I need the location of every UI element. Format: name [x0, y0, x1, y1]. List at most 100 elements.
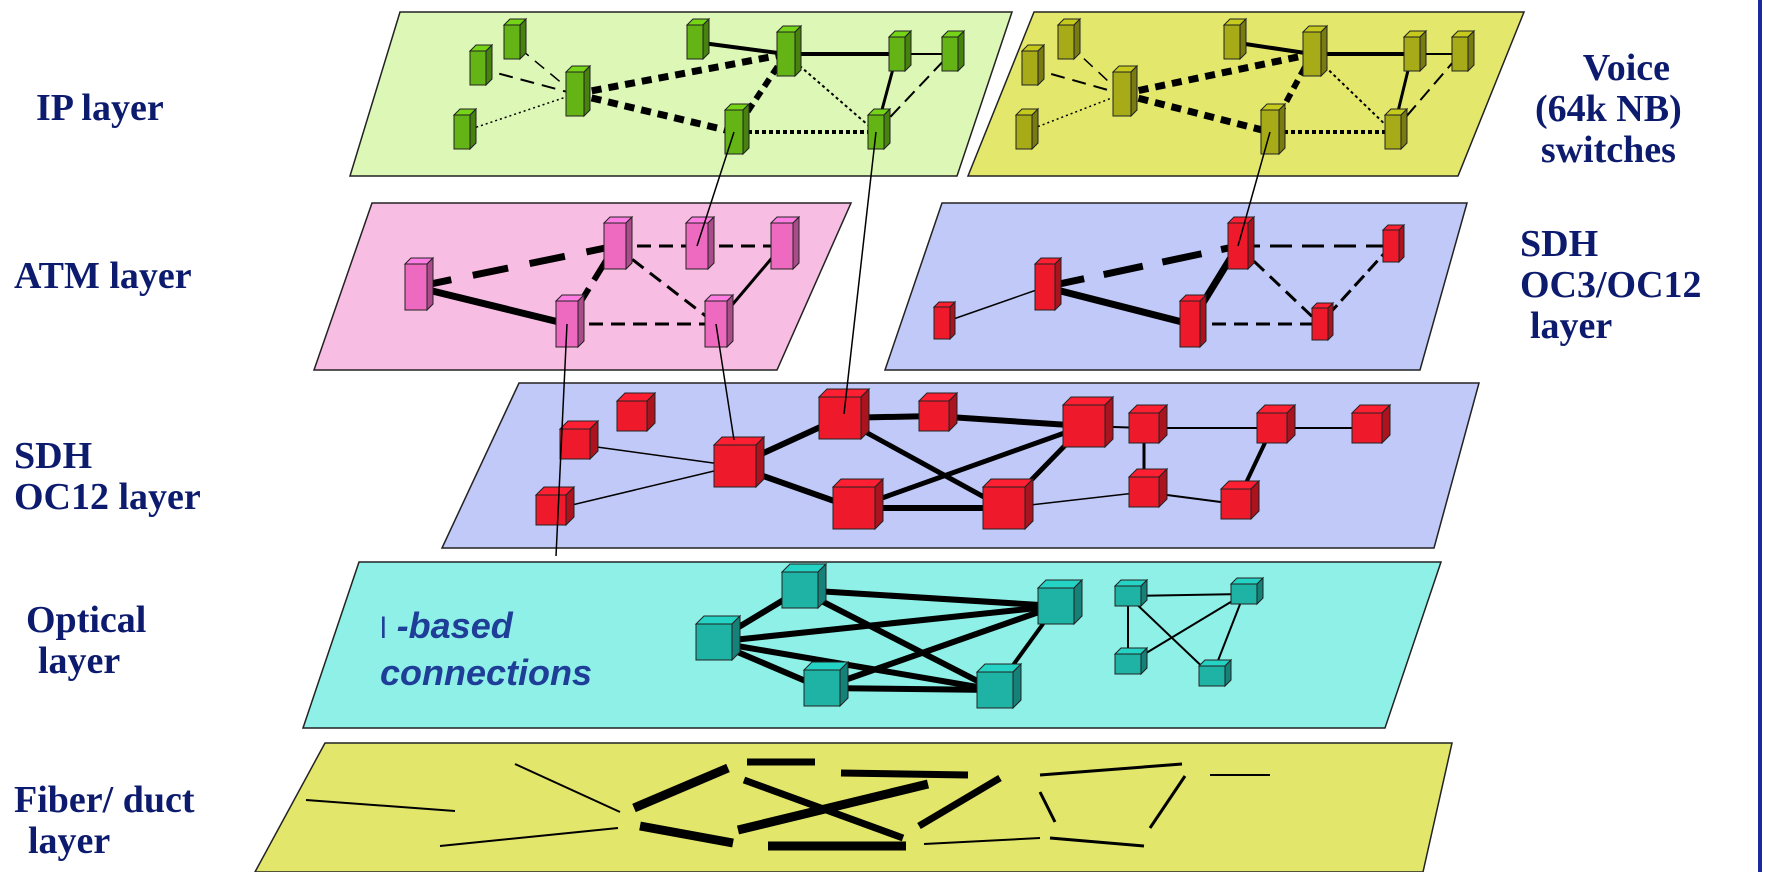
atm-layer-label-text: ATM layer — [14, 255, 192, 297]
ip-router-node-side — [957, 29, 965, 73]
right-border-rule — [1758, 0, 1762, 872]
sdh-oc3-layer-plane — [883, 202, 1468, 371]
sdh-oc12-node — [917, 391, 959, 433]
ip-router-node-side — [469, 107, 477, 151]
sdh-oc3-node-side — [1327, 301, 1334, 342]
atm-switch-node — [602, 215, 634, 271]
sdh-oc12-node — [1350, 403, 1392, 445]
sdh-oc12-node — [831, 477, 885, 531]
atm-switch-node — [769, 215, 801, 271]
sdh-oc12-layer-plane — [440, 382, 1480, 549]
sdh-oc12-node — [1061, 395, 1115, 449]
ip-layer-label: IP layer — [36, 88, 164, 129]
optical-cross-connect-node — [780, 562, 828, 610]
ip-router-node — [564, 64, 592, 118]
ip-router-node-front — [888, 36, 906, 72]
lambda-note-line2: connections — [380, 652, 593, 693]
fiber-duct-segment — [736, 779, 930, 835]
voice-switch-node-front — [1021, 50, 1039, 86]
fiber-duct-segment — [840, 769, 969, 779]
optical-cross-connect-node-front — [803, 669, 841, 707]
sdh-oc12-node — [712, 435, 766, 489]
optical-link — [1127, 595, 1213, 677]
sdh-oc12-node-side — [1250, 479, 1260, 521]
optical-cross-connect-node — [1113, 578, 1149, 608]
sdh-oc12-node-side — [589, 419, 599, 461]
optical-cross-connect-node-side — [1073, 578, 1083, 626]
voice-switch-node-front — [1015, 114, 1033, 150]
sdh-oc3-node-front — [1311, 307, 1329, 341]
sdh-oc12-node-side — [1104, 395, 1114, 449]
voice-link — [1121, 50, 1313, 98]
ip-router-node-side — [904, 29, 912, 73]
atm-switch-node-side — [426, 256, 434, 312]
sdh-oc12-label-line: SDH — [14, 435, 93, 477]
voice-label-line: switches — [1540, 129, 1676, 171]
voice-label-line: (64k NB) — [1535, 88, 1682, 130]
atm-switch-node — [703, 293, 735, 349]
sdh-oc3-node — [1178, 293, 1208, 349]
voice-switch-node — [1020, 43, 1046, 87]
voice-switch-node-side — [1320, 24, 1328, 78]
optical-cross-connect-node-front — [1198, 665, 1226, 687]
voice-switch-node — [1301, 24, 1329, 78]
sdh-oc12-node-side — [1286, 403, 1296, 445]
optical-link — [821, 685, 996, 693]
sdh-oc12-node-front — [535, 494, 567, 526]
ip-router-node-front — [686, 24, 704, 60]
voice-switch-node — [1056, 17, 1082, 61]
sdh-oc3-label-line: SDH — [1520, 223, 1599, 265]
optical-link — [713, 639, 996, 693]
sdh-oc3-label-line: OC3/OC12 — [1520, 264, 1702, 306]
ip-router-node-front — [565, 71, 585, 117]
sdh-oc3-node — [1226, 215, 1256, 271]
voice-switch-node — [1383, 107, 1409, 151]
sdh-oc12-node — [1255, 403, 1297, 445]
optical-layer-plane — [301, 561, 1443, 729]
optical-cross-connect-node — [694, 614, 742, 662]
inter-layer-connector — [696, 131, 735, 247]
fiber-duct-segment — [639, 821, 734, 848]
ip-router-node-side — [583, 64, 591, 118]
optical-cross-connect-node — [975, 662, 1023, 710]
sdh-oc12-node-side — [1024, 477, 1034, 531]
sdh-oc12-node-front — [818, 396, 862, 440]
optical-cross-connect-node-side — [1224, 658, 1232, 688]
optical-cross-connect-node — [1197, 658, 1233, 688]
fiber-label-line: Fiber/ duct — [14, 779, 195, 821]
voice-switch-node-front — [1057, 24, 1075, 60]
optical-link — [713, 603, 1057, 645]
sdh-oc3-node-front — [1179, 300, 1201, 348]
voice-link — [1121, 90, 1271, 136]
sdh-oc12-node-side — [755, 435, 765, 489]
ip-router-node — [452, 107, 478, 151]
atm-switch-node — [403, 256, 435, 312]
voice-switch-node-front — [1302, 31, 1322, 77]
optical-cross-connect-node — [1113, 646, 1149, 676]
sdh-oc12-node-front — [1128, 412, 1160, 444]
fiber-duct-segment — [514, 763, 621, 813]
atm-switch-node-front — [770, 222, 794, 270]
voice-switch-node — [1111, 64, 1139, 118]
sdh-oc12-node-front — [713, 444, 757, 488]
voice-switch-node-side — [1467, 29, 1475, 73]
sdh-oc12-node-front — [832, 486, 876, 530]
optical-cross-connect-node-front — [1037, 587, 1075, 625]
atm-switch-node-side — [577, 293, 585, 349]
sdh-oc3-node-side — [1054, 256, 1062, 312]
sdh-oc3-node-front — [1034, 263, 1056, 311]
optical-link — [798, 587, 997, 693]
fiber-duct-segment — [1049, 836, 1145, 848]
ip-link — [574, 50, 787, 98]
sdh-oc12-layer-label: SDH OC12 layer — [14, 436, 201, 518]
ip-router-node — [685, 17, 711, 61]
sdh-oc12-node-side — [1158, 467, 1168, 509]
ip-router-node-side — [883, 107, 891, 151]
sdh-oc12-link — [853, 423, 1085, 511]
sdh-oc12-node — [558, 419, 600, 461]
voice-switch-node-side — [1037, 43, 1045, 87]
optical-cross-connect-node-side — [839, 660, 849, 708]
voice-switch-node — [1450, 29, 1476, 73]
optical-cross-connect-node-front — [695, 623, 733, 661]
